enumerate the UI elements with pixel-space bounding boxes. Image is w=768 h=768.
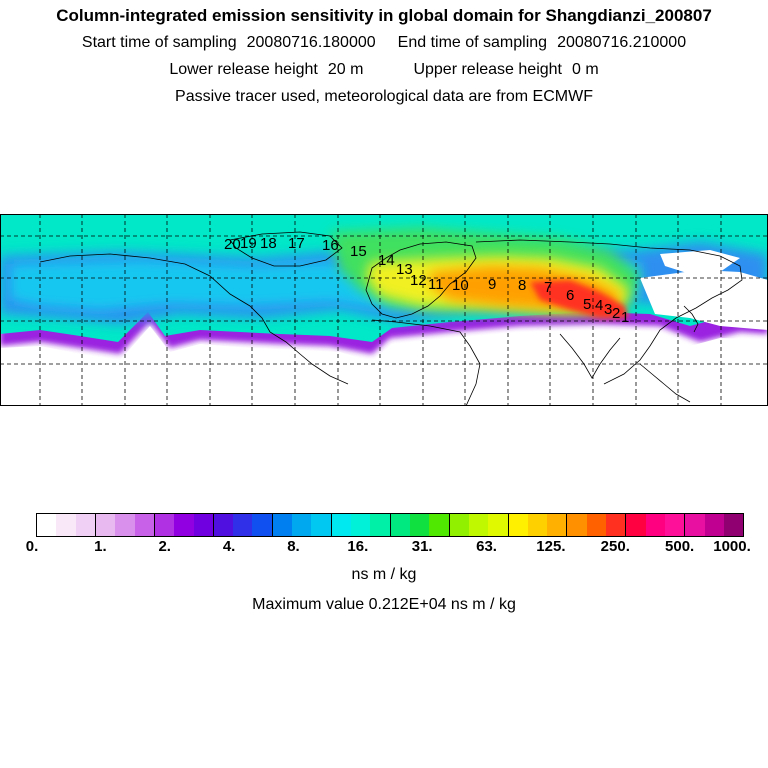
colorbar-segment — [665, 514, 685, 536]
colorbar-tick-label: 16. — [347, 538, 369, 555]
coastline-north-america — [39, 253, 349, 385]
colorbar-segment — [115, 514, 135, 536]
colorbar-units: ns m / kg — [351, 566, 417, 583]
trajectory-label-11: 11 — [428, 276, 444, 293]
colorbar-segment — [233, 514, 253, 536]
colorbar-segment — [75, 514, 95, 536]
colorbar-segment — [723, 514, 744, 536]
start-time-label: Start time of sampling — [81, 34, 237, 51]
trajectory-label-4: 4 — [595, 297, 603, 314]
emission-sensitivity-map: 20 19 18 17 16 15 14 13 12 11 10 9 8 7 6… — [0, 214, 768, 406]
trajectory-label-12: 12 — [410, 272, 427, 289]
colorbar-segment — [409, 514, 430, 536]
trajectory-label-20: 20 — [224, 236, 241, 253]
colorbar-segment — [684, 514, 705, 536]
colorbar — [36, 513, 744, 537]
colorbar-segment — [193, 514, 213, 536]
trajectory-label-15: 15 — [350, 243, 367, 260]
land-mask-north-america — [0, 326, 378, 406]
colorbar-segment — [488, 514, 508, 536]
trajectory-label-9: 9 — [488, 276, 496, 293]
colorbar-segment — [547, 514, 567, 536]
colorbar-segment — [174, 514, 194, 536]
sensitivity-red — [530, 280, 628, 318]
trajectory-label-6: 6 — [566, 287, 574, 304]
colorbar-segment — [704, 514, 724, 536]
colorbar-tick-label: 8. — [287, 538, 300, 555]
colorbar-segment — [507, 514, 528, 536]
colorbar-segment — [330, 514, 351, 536]
colorbar-segment — [292, 514, 312, 536]
lower-height-value: 20 m — [327, 61, 364, 78]
trajectory-label-8: 8 — [518, 277, 526, 294]
land-mask-pacific-nw — [640, 270, 768, 330]
colorbar-segment — [311, 514, 331, 536]
colorbar-segment — [429, 514, 449, 536]
coastline-southeast-asia — [639, 363, 691, 403]
trajectory-label-10: 10 — [452, 277, 469, 294]
colorbar-segment — [134, 514, 154, 536]
trajectory-label-14: 14 — [378, 252, 395, 269]
plot-title: Column-integrated emission sensitivity i… — [56, 6, 712, 25]
colorbar-tick-label: 4. — [222, 538, 236, 555]
colorbar-segment — [351, 514, 371, 536]
coastline-europe — [365, 241, 477, 319]
colorbar-tick-label: 2. — [158, 538, 171, 555]
colorbar-segment — [37, 514, 57, 536]
colorbar-tick-label: 1. — [94, 538, 107, 555]
trajectory-label-17: 17 — [288, 235, 305, 252]
lower-height-label: Lower release height — [169, 61, 318, 78]
coastline-greenland — [229, 231, 343, 267]
trajectory-label-5: 5 — [583, 296, 591, 313]
coastline-africa — [371, 319, 481, 406]
colorbar-tick-label: 31. — [411, 538, 433, 555]
colorbar-segment — [370, 514, 390, 536]
trajectory-label-1: 1 — [621, 309, 629, 326]
colorbar-segment — [271, 514, 293, 536]
colorbar-segment — [94, 514, 116, 536]
colorbar-tick-label: 250. — [600, 538, 630, 555]
coastline-japan — [683, 305, 699, 333]
colorbar-segment — [468, 514, 489, 536]
colorbar-tick-label: 63. — [476, 538, 497, 555]
trajectory-label-18: 18 — [260, 235, 277, 252]
colorbar-ticks: 0. 1. 2. 4. 8. 16. 31. 63. 125. 250. 500. 1000. — [0, 538, 768, 562]
colorbar-segment — [153, 514, 175, 536]
colorbar-tick-label: 500. — [665, 538, 695, 555]
trajectory-label-16: 16 — [322, 237, 339, 254]
colorbar-segment — [606, 514, 626, 536]
colorbar-segment — [448, 514, 469, 536]
trajectory-label-13: 13 — [396, 261, 413, 278]
tracer-note: Passive tracer used, meteorological data… — [175, 88, 593, 105]
trajectory-label-3: 3 — [604, 301, 612, 318]
end-time-label: End time of sampling — [397, 34, 548, 51]
trajectory-label-2: 2 — [612, 305, 620, 322]
upper-height-value: 0 m — [572, 61, 599, 78]
colorbar-tick-label: 125. — [536, 538, 566, 555]
colorbar-segment — [527, 514, 548, 536]
end-time-value: 20080716.210000 — [557, 34, 687, 51]
colorbar-tick-label: 1000. — [713, 538, 751, 555]
colorbar-segment — [212, 514, 234, 536]
colorbar-segment — [252, 514, 272, 536]
upper-height-label: Upper release height — [413, 61, 562, 78]
land-mask-africa-asia — [370, 330, 768, 406]
trajectory-label-19: 19 — [240, 235, 257, 252]
sampling-time-line: Start time of sampling 20080716.180000 End… — [0, 34, 768, 52]
maximum-value-text: Maximum value 0.212E+04 ns m / kg — [252, 596, 516, 613]
colorbar-segment — [586, 514, 607, 536]
colorbar-segment — [566, 514, 587, 536]
colorbar-segment — [389, 514, 410, 536]
start-time-value: 20080716.180000 — [246, 34, 376, 51]
coastline-asia — [475, 239, 743, 385]
coastline-india — [559, 333, 621, 379]
colorbar-segment — [645, 514, 665, 536]
colorbar-segment — [56, 514, 76, 536]
trajectory-label-7: 7 — [544, 279, 552, 296]
release-height-line: Lower release height 20 m Upper release he… — [0, 61, 768, 79]
colorbar-segment — [625, 514, 646, 536]
colorbar-tick-label: 0. — [25, 538, 39, 555]
